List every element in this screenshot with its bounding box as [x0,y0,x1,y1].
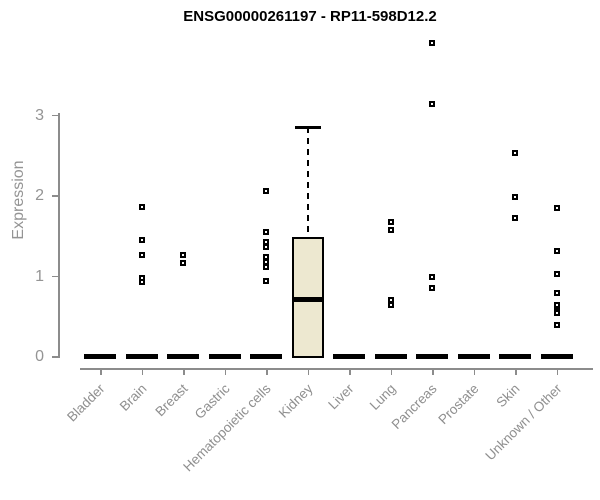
outlier-point [429,285,435,292]
outlier-point [138,251,145,258]
outlier-point [387,296,394,303]
outlier-point [553,290,560,297]
y-axis-tick [52,195,58,197]
whisker-cap [294,126,321,130]
x-axis-tick [266,368,268,375]
x-axis-tick [307,368,309,375]
x-axis-tick [224,368,226,375]
x-axis-tick [183,368,185,375]
x-axis-tick [141,368,143,375]
collapsed-box [333,353,365,359]
x-axis-tick [556,368,558,375]
outlier-point [387,226,394,233]
whisker-line [306,127,309,237]
y-axis-tick [52,114,58,116]
collapsed-box [457,353,490,359]
collapsed-box [540,353,573,359]
outlier-point [512,215,518,222]
collapsed-box [250,353,282,359]
outlier-point [138,278,145,285]
outlier-point [180,259,186,266]
outlier-point [553,321,560,328]
y-axis-tick-label: 3 [35,106,44,124]
outlier-point [138,204,145,211]
y-axis-tick-label: 0 [35,348,44,365]
collapsed-box [84,353,116,359]
outlier-point [263,244,269,251]
outlier-point [553,204,560,211]
collapsed-box [374,353,407,359]
outlier-point [263,263,269,270]
y-axis-tick [52,275,58,277]
x-axis-line [80,368,593,370]
outlier-point [553,248,560,255]
outlier-point [387,302,394,309]
x-axis-tick [349,368,351,375]
y-axis-tick [52,356,58,358]
x-axis-tick [432,368,434,375]
outlier-point [429,274,435,281]
outlier-point [263,229,269,236]
x-axis-tick [473,368,475,375]
outlier-point [429,39,435,46]
outlier-point [553,270,560,277]
y-axis-tick-label: 1 [35,267,44,285]
outlier-point [512,150,518,157]
chart-title: ENSG00000261197 - RP11-598D12.2 [183,8,437,25]
collapsed-box [416,353,448,359]
y-axis-tick-label: 2 [35,187,44,204]
collapsed-box [208,353,241,359]
outlier-point [263,278,269,285]
outlier-point [138,237,145,244]
outlier-point [429,101,435,108]
outlier-point [553,310,560,317]
outlier-point [263,187,269,194]
outlier-point [387,219,394,226]
collapsed-box [167,353,199,359]
box-median-line [291,296,324,302]
y-axis-line [58,113,60,358]
outlier-point [180,252,186,259]
outlier-point [553,302,560,309]
outlier-point [512,194,518,201]
x-axis-tick [390,368,392,375]
x-axis-tick [100,368,102,375]
collapsed-box [499,353,531,359]
x-axis-tick [515,368,517,375]
collapsed-box [125,353,158,359]
